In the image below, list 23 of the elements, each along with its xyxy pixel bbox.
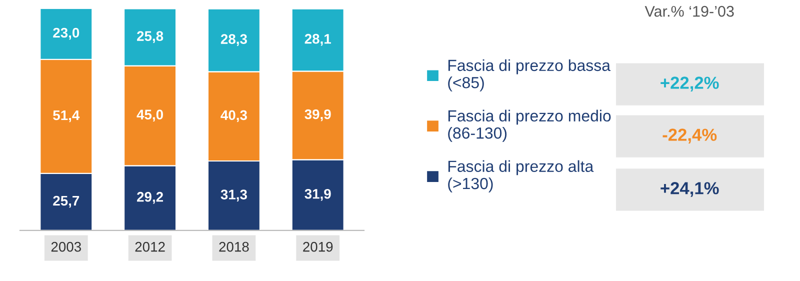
data-label: 40,3 <box>220 110 247 122</box>
x-tick-label: 2019 <box>303 242 333 252</box>
text: +24,1% <box>660 182 719 197</box>
data-label: 51,4 <box>53 110 80 122</box>
x-tick-label: 2003 <box>51 242 81 252</box>
legend-label: Fascia di prezzo medio (86-130) <box>448 110 611 142</box>
text: -22,4% <box>662 128 717 144</box>
data-label: 31,3 <box>220 190 247 202</box>
text: +22,2% <box>660 76 719 92</box>
data-label: 25,8 <box>137 31 164 43</box>
data-label: 25,7 <box>53 196 80 208</box>
x-tick-label: 2018 <box>219 242 249 252</box>
data-label: 39,9 <box>304 109 331 122</box>
data-label: 28,3 <box>220 34 247 46</box>
legend-label: Fascia di prezzo bassa (<85) <box>448 59 610 92</box>
legend-label: Fascia di prezzo alta (>130) <box>448 160 594 192</box>
data-label: 45,0 <box>136 110 163 122</box>
text: Var.% ‘19-’03 <box>644 6 734 17</box>
data-label: 31,9 <box>304 188 331 201</box>
data-label: 23,0 <box>53 28 80 40</box>
data-label: 28,1 <box>304 34 331 46</box>
data-label: 29,2 <box>137 192 164 204</box>
x-tick-label: 2012 <box>135 242 165 252</box>
